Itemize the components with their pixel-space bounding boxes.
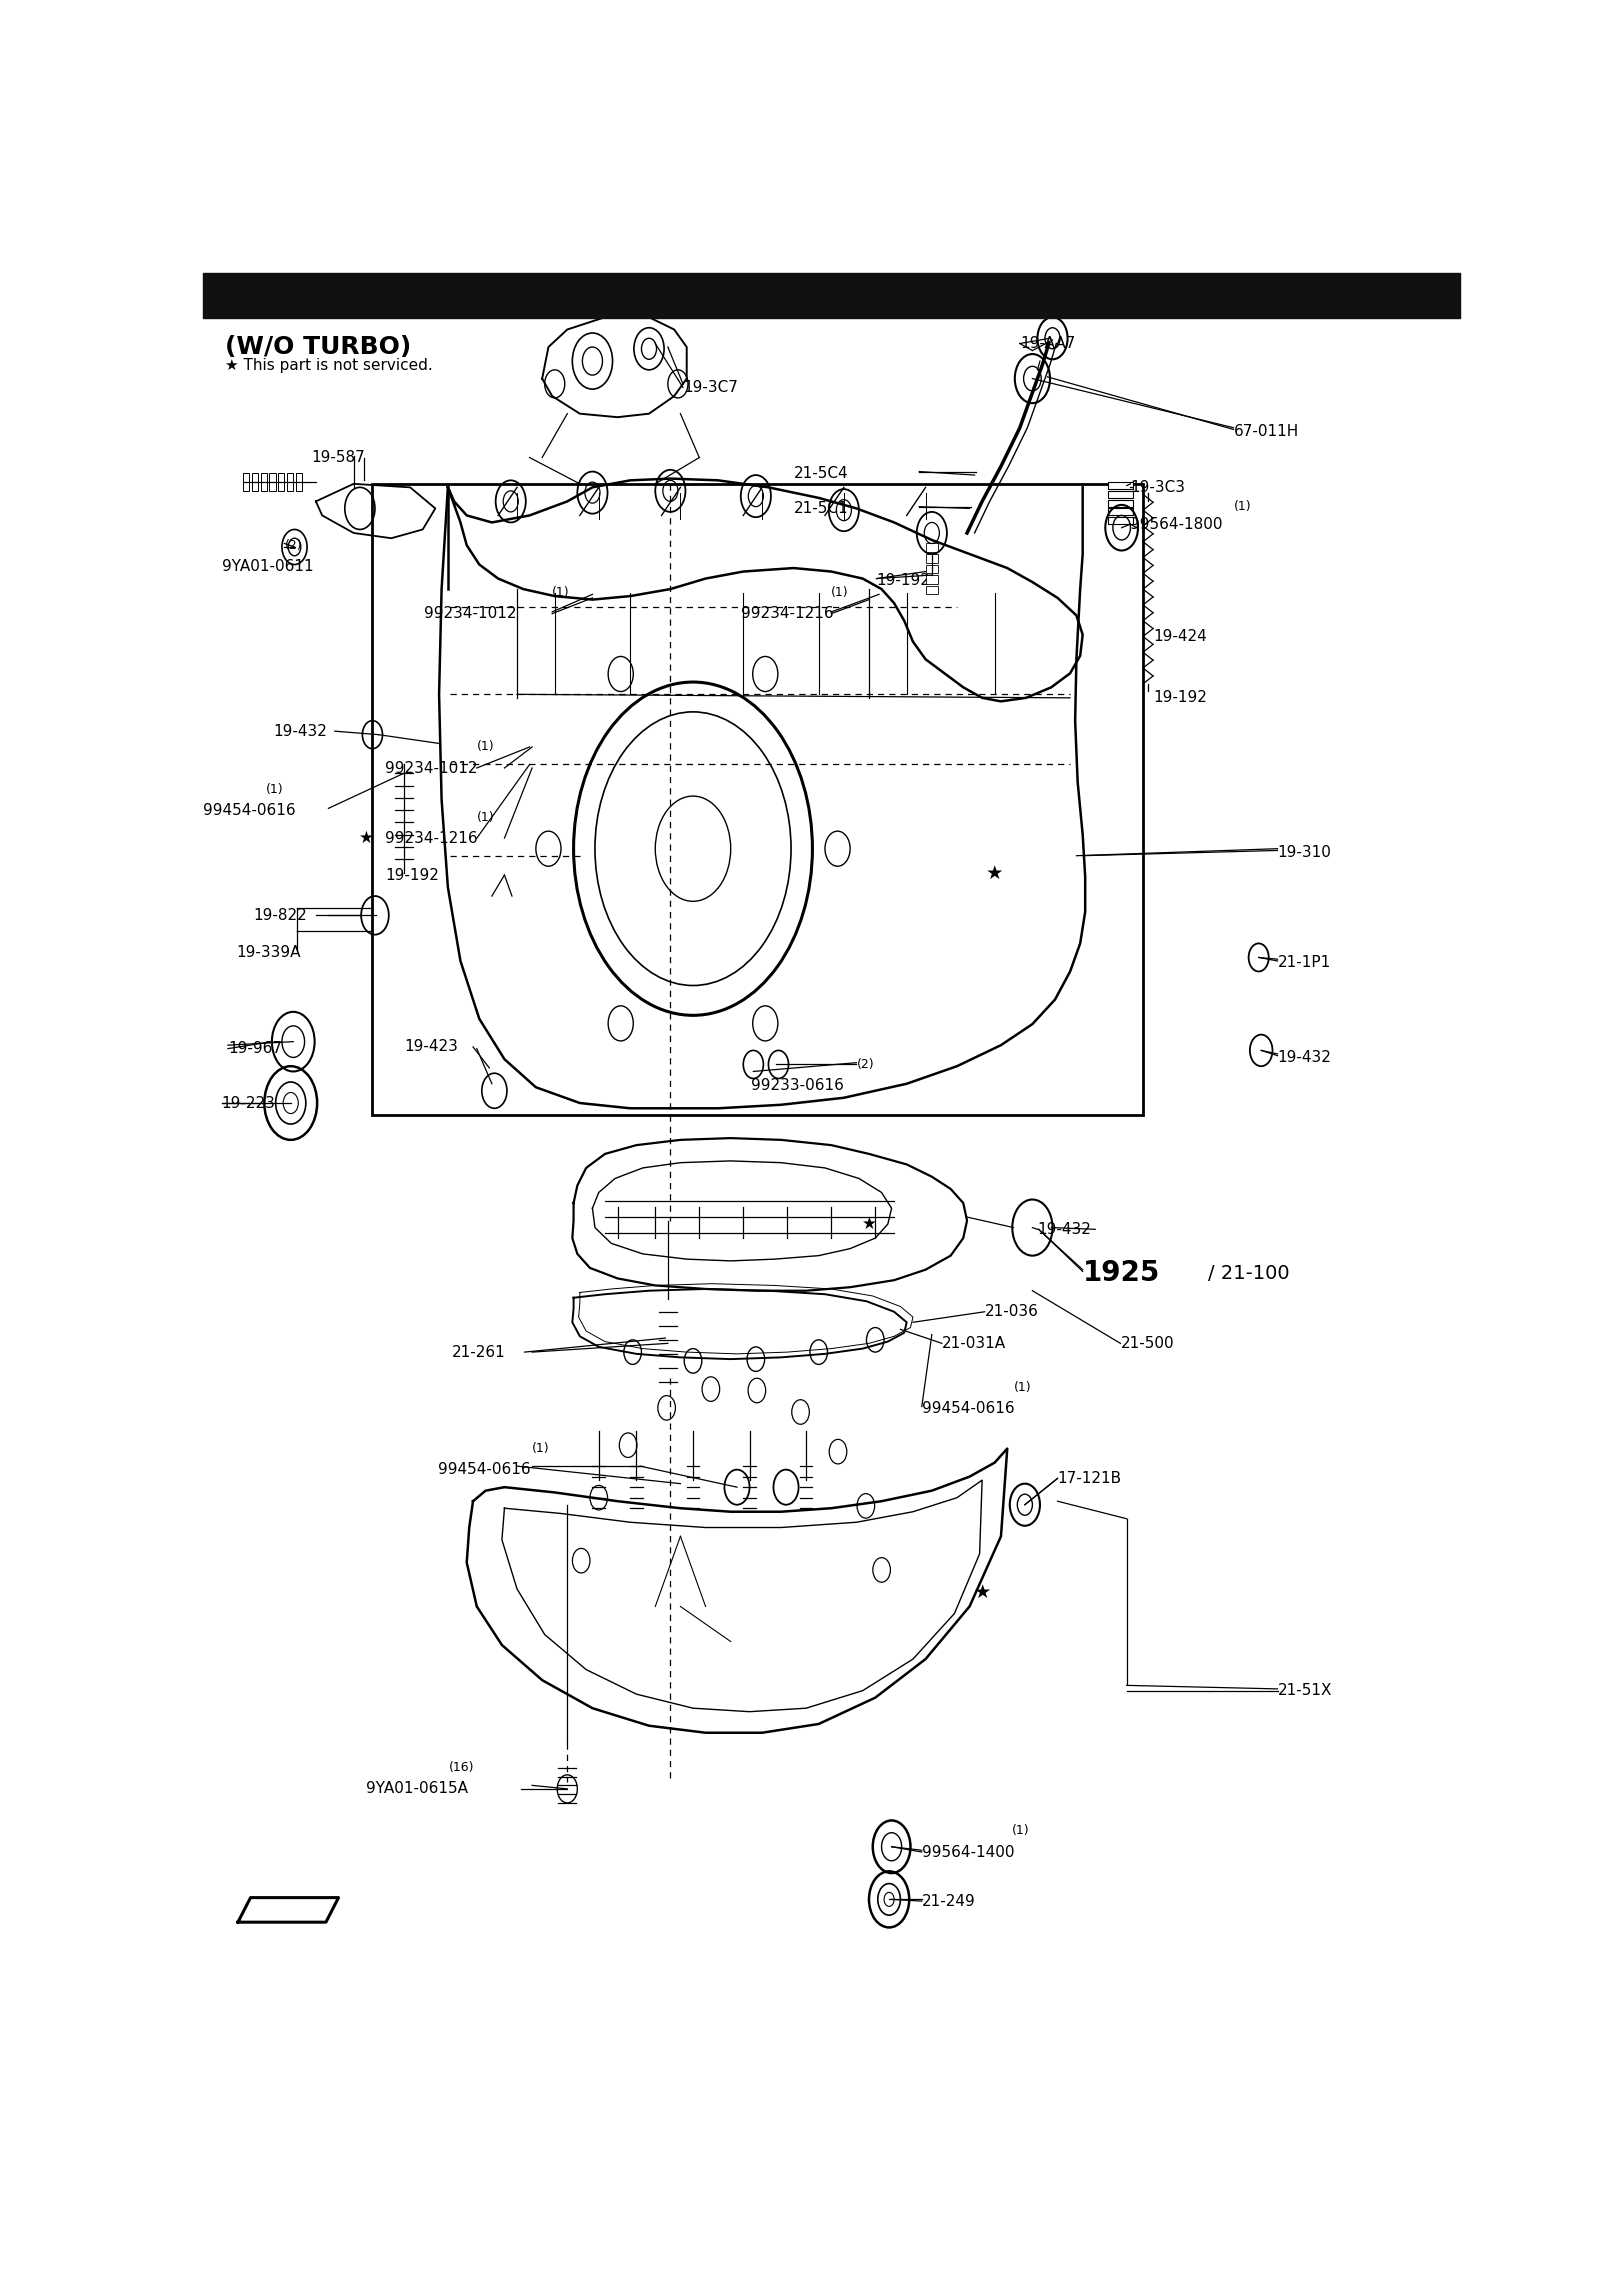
Bar <box>1108 483 1134 490</box>
Text: (1): (1) <box>477 811 495 825</box>
Bar <box>251 474 258 490</box>
Bar <box>243 474 250 490</box>
Text: 99234-1012: 99234-1012 <box>384 761 477 775</box>
Bar <box>926 574 938 583</box>
Text: 99454-0616: 99454-0616 <box>203 802 295 818</box>
Text: 21-51X: 21-51X <box>1278 1683 1332 1697</box>
Text: 19-3C3: 19-3C3 <box>1131 481 1186 494</box>
Text: 19-822: 19-822 <box>253 909 307 923</box>
Bar <box>1108 508 1134 515</box>
Text: 19-424: 19-424 <box>1153 629 1207 645</box>
Text: 99234-1216: 99234-1216 <box>384 831 477 845</box>
Bar <box>926 585 938 595</box>
Text: 19-432: 19-432 <box>1278 1050 1332 1064</box>
Bar <box>1108 517 1134 524</box>
Bar <box>261 474 268 490</box>
Text: 21-5C4: 21-5C4 <box>793 465 848 481</box>
Text: 21-5C1: 21-5C1 <box>793 501 848 515</box>
Text: 99234-1012: 99234-1012 <box>423 606 516 622</box>
Text: 9YA01-0611: 9YA01-0611 <box>222 558 313 574</box>
Bar <box>287 474 294 490</box>
Text: 19-339A: 19-339A <box>237 945 302 959</box>
Bar <box>279 474 284 490</box>
Text: ★: ★ <box>358 829 373 847</box>
Text: (1): (1) <box>1012 1825 1030 1838</box>
Text: 99564-1400: 99564-1400 <box>921 1845 1014 1859</box>
Text: 19-3C7: 19-3C7 <box>683 380 738 394</box>
Text: 99233-0616: 99233-0616 <box>751 1077 843 1093</box>
Text: (1): (1) <box>266 784 284 795</box>
Text: 21-500: 21-500 <box>1121 1335 1174 1351</box>
Text: (16): (16) <box>449 1761 475 1775</box>
Text: 19-967: 19-967 <box>227 1041 282 1057</box>
Bar <box>295 474 302 490</box>
Text: 1925: 1925 <box>1083 1260 1160 1287</box>
Text: ★ This part is not serviced.: ★ This part is not serviced. <box>225 358 433 374</box>
Bar <box>269 474 276 490</box>
Text: / 21-100: / 21-100 <box>1208 1264 1289 1283</box>
Text: FWD: FWD <box>250 1902 290 1918</box>
Text: 99234-1216: 99234-1216 <box>741 606 834 622</box>
Text: 19-192: 19-192 <box>384 868 440 882</box>
Text: 99454-0616: 99454-0616 <box>921 1401 1014 1415</box>
Text: 99454-0616: 99454-0616 <box>438 1462 530 1476</box>
Text: 67-011H: 67-011H <box>1233 424 1299 440</box>
Polygon shape <box>238 1898 339 1923</box>
Text: 19-223: 19-223 <box>222 1096 276 1112</box>
Text: (W/O TURBO): (W/O TURBO) <box>225 335 412 358</box>
Bar <box>1108 499 1134 506</box>
Text: (1): (1) <box>551 585 569 599</box>
Text: (1): (1) <box>830 585 848 599</box>
Text: 21-249: 21-249 <box>921 1893 975 1909</box>
Text: 21-031A: 21-031A <box>942 1335 1006 1351</box>
Text: 21-1P1: 21-1P1 <box>1278 954 1330 970</box>
Text: 19-432: 19-432 <box>1038 1221 1092 1237</box>
Text: (2): (2) <box>284 538 302 551</box>
Bar <box>926 544 938 551</box>
Bar <box>926 565 938 574</box>
Bar <box>373 483 1144 1116</box>
Text: 17-121B: 17-121B <box>1058 1472 1122 1485</box>
Text: 19-310: 19-310 <box>1278 845 1332 859</box>
Text: 99564-1800: 99564-1800 <box>1131 517 1223 531</box>
Text: (2): (2) <box>856 1057 874 1071</box>
Text: ★: ★ <box>861 1214 876 1232</box>
Text: ★: ★ <box>986 863 1004 884</box>
Text: 9YA01-0615A: 9YA01-0615A <box>367 1781 469 1797</box>
Text: 19-587: 19-587 <box>311 451 365 465</box>
Bar <box>926 554 938 563</box>
Text: (1): (1) <box>477 740 495 754</box>
Text: 19-AA7: 19-AA7 <box>1020 337 1075 351</box>
Bar <box>203 273 1460 319</box>
Text: 19-423: 19-423 <box>404 1039 457 1055</box>
Text: 19-432: 19-432 <box>272 724 328 738</box>
Text: 19-192: 19-192 <box>1153 690 1207 706</box>
Text: ★: ★ <box>973 1583 991 1601</box>
Text: (1): (1) <box>1014 1380 1032 1394</box>
Text: (1): (1) <box>532 1442 550 1456</box>
Bar <box>1108 490 1134 499</box>
Text: 19-192: 19-192 <box>876 572 931 588</box>
Text: 21-261: 21-261 <box>451 1344 506 1360</box>
Text: 21-036: 21-036 <box>985 1305 1038 1319</box>
Text: (1): (1) <box>1233 501 1251 513</box>
